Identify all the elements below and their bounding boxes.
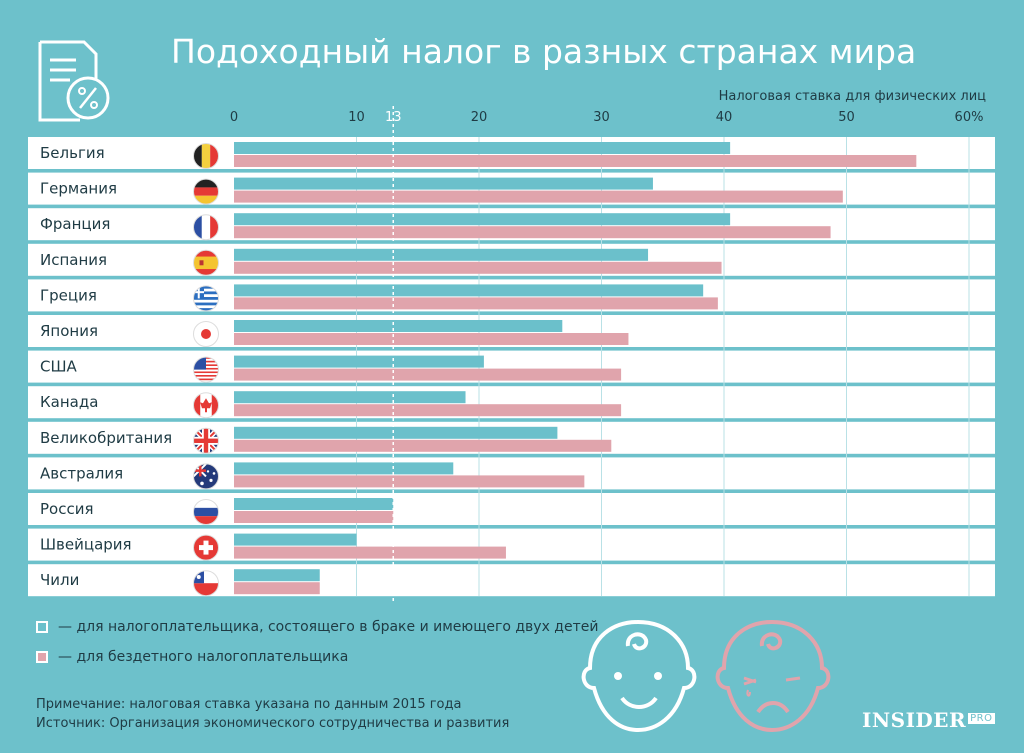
bar-married [234,320,563,332]
document-percent-icon [38,40,110,122]
flag-border [193,534,219,561]
tick-label: 50 [838,110,855,125]
happy-baby-icon [581,619,697,733]
bar-childless [234,297,718,310]
row-background [28,493,995,525]
flag-border [193,178,219,205]
flag-border [193,143,219,169]
country-label: Греция [40,286,97,304]
page-title: Подоходный налог в разных странах мира [171,32,917,71]
bar-chart: 0 10 13 20 30 40 50 60% Бельгия Германия Франция Ис… [28,106,995,603]
bar-married [234,177,653,190]
bar-childless [234,261,722,274]
flag-canada-icon [193,392,219,418]
row-background [28,564,995,597]
bar-married [234,213,731,226]
flag-border [193,570,219,597]
flag-france-icon [193,214,219,240]
flag-border [193,214,219,241]
country-label: Франция [40,215,110,233]
flag-switzerland-icon [193,535,219,561]
bar-childless [234,155,917,167]
flag-greece-icon [193,285,219,311]
bar-childless [234,511,394,523]
flag-border [193,463,219,490]
tick-label: 20 [471,110,488,125]
legend-label-childless: — для бездетного налогоплательщика [58,649,349,665]
tick-label: 40 [716,110,733,125]
country-label: Великобритания [40,429,172,447]
country-label: Швейцария [40,536,132,554]
bar-married [234,355,484,368]
legend-swatch-married [36,621,48,633]
legend-label-married: — для налогоплательщика, состоящего в бр… [58,619,599,635]
flag-russia-icon [193,499,219,525]
bar-childless [234,475,585,488]
bar-married [234,533,357,546]
flag-japan-icon [193,321,219,347]
bar-childless [234,226,831,239]
bar-childless [234,368,622,381]
flag-border [193,499,219,525]
sad-baby-icon [715,619,831,733]
bar-married [234,498,394,510]
bar-married [234,142,731,154]
country-label: Чили [40,571,79,589]
bar-married [234,462,454,475]
bar-childless [234,404,622,417]
country-label: Канада [40,393,98,411]
flag-border [193,356,219,383]
bar-married [234,284,704,297]
flag-border [193,392,219,419]
bar-married [234,569,320,582]
flag-usa-icon [193,357,219,383]
bar-childless [234,546,506,559]
axis-title: Налоговая ставка для физических лиц [718,89,986,104]
flag-spain-icon [193,250,219,276]
tick-label: 30 [593,110,610,125]
tick-label: 13 [385,110,402,125]
flag-belgium-icon [193,143,219,169]
flag-chile-icon [193,570,219,596]
note-text: Примечание: налоговая ставка указана по … [36,697,462,712]
country-label: Россия [40,500,94,518]
insider-pro-logo: INSIDER PRO [862,708,995,732]
country-label: США [40,358,78,376]
country-label: Япония [40,322,98,340]
flag-germany-icon [193,179,219,205]
flag-australia-icon [193,463,219,489]
bar-childless [234,190,843,203]
bar-married [234,248,649,261]
country-label: Испания [40,251,107,269]
tick-label: 0 [230,110,238,125]
bar-married [234,426,558,439]
country-label: Германия [40,180,117,198]
bar-childless [234,582,320,595]
bar-childless [234,439,612,452]
bar-childless [234,333,629,345]
flag-border [193,321,219,347]
flag-border [193,427,219,454]
country-label: Австралия [40,464,123,482]
bar-married [234,391,466,404]
country-label: Бельгия [40,144,105,162]
flag-border [193,249,219,276]
flag-border [193,285,219,312]
logo-sub: PRO [968,713,995,724]
legend-swatch-childless [36,651,48,663]
source-text: Источник: Организация экономического сот… [36,716,510,731]
logo-main: INSIDER [862,708,967,732]
flag-uk-icon [193,428,219,454]
legend-childless: — для бездетного налогоплательщика [36,649,348,665]
legend-married: — для налогоплательщика, состоящего в бр… [36,619,598,635]
row-background [28,528,995,561]
tick-label: 10 [348,110,365,125]
tick-label: 60% [955,110,984,125]
